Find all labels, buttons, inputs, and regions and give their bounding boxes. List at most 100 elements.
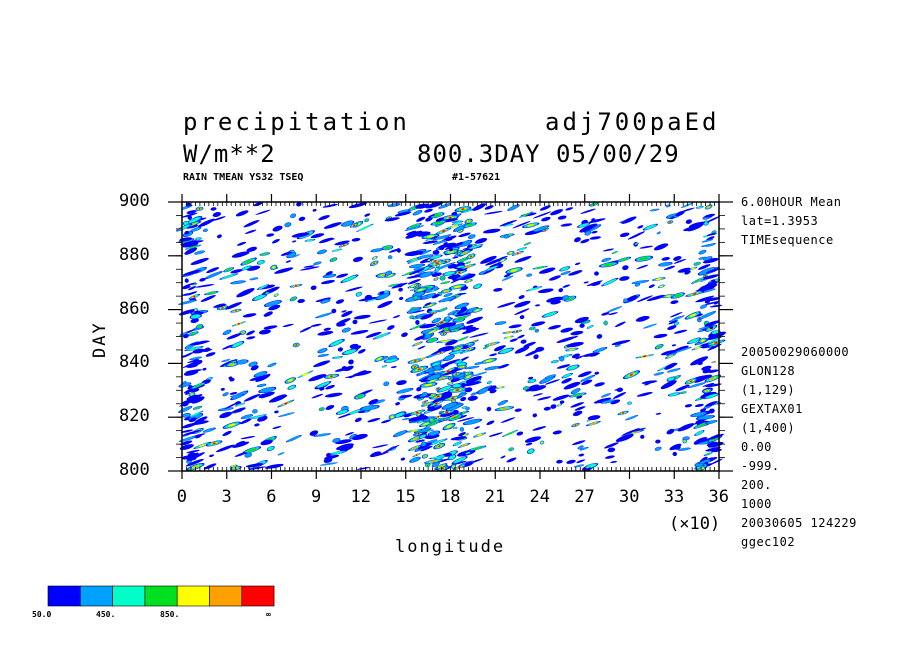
rain-cell-level-3	[440, 308, 446, 312]
rain-cell-level-0	[702, 258, 719, 264]
rain-cell-level-2	[462, 209, 472, 213]
rain-cell-level-0	[707, 331, 727, 341]
rain-cell-level-0	[694, 403, 704, 408]
rain-cell-level-0	[545, 379, 560, 385]
y-axis-label: DAY	[90, 321, 110, 358]
rain-cell-level-0	[608, 312, 618, 316]
rain-cell-level-4	[429, 379, 436, 383]
rain-cell-level-0	[303, 265, 315, 268]
rain-cell-level-0	[341, 310, 353, 317]
rain-cell-level-0	[188, 417, 197, 423]
rain-cell-level-0	[484, 210, 503, 215]
side-info-top-line: TIMEsequence	[741, 233, 834, 247]
rain-cell-level-0	[337, 413, 351, 419]
rain-cell-level-5	[705, 389, 709, 392]
rain-cell-level-1	[426, 439, 437, 444]
rain-cell-level-3	[225, 268, 232, 272]
rain-cell-level-1	[398, 209, 410, 214]
rain-cell-level-0	[582, 352, 601, 357]
rain-cell-level-0	[382, 444, 400, 454]
rain-cell-level-0	[524, 436, 542, 443]
rain-cell-level-0	[604, 455, 615, 459]
rain-cell-level-0	[209, 454, 214, 458]
rain-cell-level-0	[441, 359, 461, 367]
rain-cell-level-0	[568, 270, 583, 276]
rain-cell-level-0	[675, 384, 690, 392]
rain-cell-level-0	[532, 413, 538, 418]
rain-cell-level-0	[701, 274, 720, 280]
rain-cell-level-0	[184, 278, 189, 283]
rain-cell-level-0	[193, 394, 203, 399]
rain-cell-level-0	[224, 401, 240, 410]
rain-cell-level-5	[434, 278, 437, 280]
rain-cell-level-2	[453, 457, 466, 464]
rain-cell-level-1	[203, 427, 215, 433]
rain-cell-level-3	[409, 224, 419, 229]
rain-cell-level-4	[227, 423, 236, 427]
x-tick-label-9: 27	[574, 487, 595, 507]
colorbar-label-3: ∞	[266, 610, 271, 619]
rain-cell-level-4	[558, 404, 561, 406]
rain-cell-level-1	[407, 307, 421, 314]
rain-cell-level-1	[498, 400, 508, 406]
y-tick-label-1: 820	[119, 406, 150, 427]
rain-cell-level-2	[563, 373, 572, 378]
rain-cell-level-0	[525, 442, 533, 446]
rain-cell-level-0	[576, 395, 583, 399]
rain-cell-level-0	[263, 325, 278, 330]
rain-cell-level-3	[459, 258, 467, 262]
rain-cell-level-3	[452, 326, 462, 331]
rain-cell-level-6	[294, 284, 297, 287]
rain-cell-level-0	[242, 313, 257, 318]
rain-cell-level-2	[333, 356, 342, 359]
rain-cell-level-0	[706, 216, 721, 223]
rain-cell-level-0	[489, 262, 502, 268]
rain-cell-level-0	[395, 402, 400, 406]
rain-cell-level-0	[356, 467, 370, 470]
rain-cell-level-2	[452, 383, 462, 388]
rain-cell-level-5	[438, 465, 443, 468]
rain-cell-level-3	[440, 276, 445, 280]
rain-cell-level-2	[429, 310, 438, 313]
rain-cell-level-0	[391, 282, 408, 289]
rain-cell-level-0	[235, 441, 246, 446]
rain-cell-level-4	[390, 415, 394, 419]
rain-cell-level-1	[223, 330, 231, 335]
rain-cell-level-1	[388, 255, 393, 259]
rain-cell-level-1	[699, 311, 715, 319]
rain-cell-level-0	[655, 412, 662, 415]
rain-cell-level-6	[198, 207, 201, 210]
rain-cell-level-5	[412, 446, 418, 449]
rain-cell-level-4	[417, 413, 421, 416]
rain-cell-level-0	[199, 277, 206, 282]
rain-cell-level-6	[544, 229, 547, 231]
rain-cell-level-1	[478, 387, 489, 394]
rain-cell-level-0	[637, 225, 644, 229]
rain-cell-level-0	[243, 393, 261, 402]
rain-cell-level-0	[514, 346, 530, 354]
rain-cell-level-2	[603, 279, 616, 286]
rain-cell-level-0	[348, 359, 354, 365]
rain-cell-level-0	[580, 208, 596, 214]
rain-cell-level-4	[373, 256, 377, 259]
x-tick-label-5: 15	[395, 487, 416, 507]
rain-cell-level-0	[559, 400, 565, 404]
rain-cell-level-2	[527, 449, 534, 454]
rain-cell-level-1	[691, 412, 707, 417]
rain-cell-level-1	[669, 315, 684, 322]
rain-cell-level-0	[430, 235, 438, 240]
rain-cell-level-0	[194, 416, 208, 424]
rain-cell-level-2	[394, 412, 405, 418]
major-ticks	[168, 194, 733, 479]
rain-cell-level-2	[705, 393, 718, 399]
rain-cell-level-0	[246, 336, 256, 340]
rain-cell-level-5	[591, 422, 596, 425]
rain-cell-level-5	[467, 220, 470, 223]
rain-cell-level-4	[387, 274, 393, 277]
rain-cell-level-5	[455, 347, 460, 350]
rain-cell-level-0	[274, 410, 279, 414]
rain-cell-level-1	[371, 248, 383, 252]
rain-cell-level-0	[408, 268, 425, 276]
rain-cell-level-1	[626, 415, 638, 421]
rain-cell-level-0	[350, 330, 369, 335]
